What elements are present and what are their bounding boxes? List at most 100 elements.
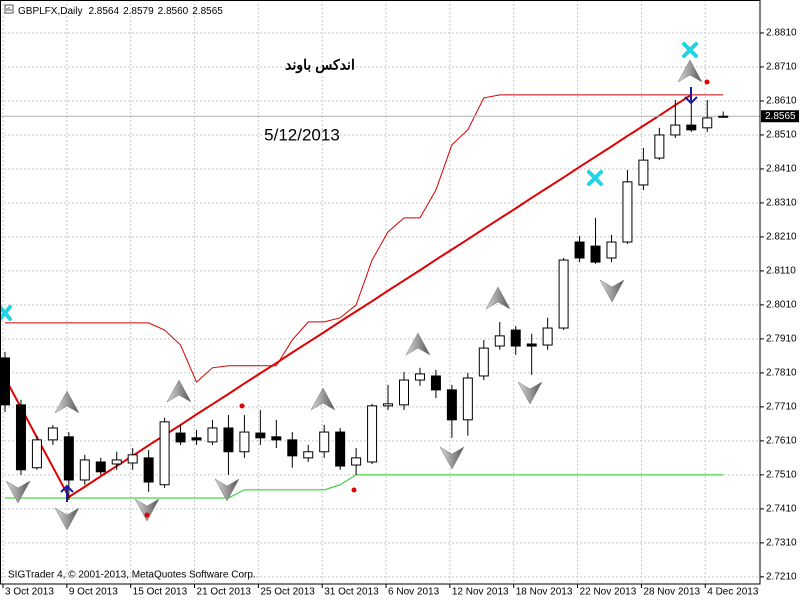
y-tick-label: 2.7710 bbox=[766, 402, 797, 413]
fractal-down bbox=[214, 478, 240, 502]
candle-body bbox=[399, 379, 409, 406]
y-tick-label: 2.8310 bbox=[766, 198, 797, 209]
candle-body bbox=[654, 134, 665, 159]
y-tick-label: 2.8710 bbox=[766, 62, 797, 73]
candle-body bbox=[638, 159, 649, 186]
y-tick-label: 2.7510 bbox=[766, 470, 797, 481]
candle-body bbox=[159, 421, 170, 486]
fractal-down-markers bbox=[5, 279, 625, 531]
red-dot bbox=[144, 512, 150, 518]
footer: SIGTrader 4, © 2001-2013, MetaQuotes Sof… bbox=[8, 570, 256, 581]
candle-body bbox=[446, 389, 457, 421]
x-tick-label: 9 Oct 2013 bbox=[69, 587, 118, 598]
fractal-down bbox=[517, 381, 543, 405]
x-tick-label: 3 Oct 2013 bbox=[5, 587, 54, 598]
y-tick-label: 2.7410 bbox=[766, 504, 797, 515]
candle-body bbox=[478, 347, 489, 377]
price-label: 2.8565 bbox=[765, 111, 796, 122]
candle-body bbox=[79, 459, 90, 481]
red-dots bbox=[144, 79, 710, 518]
candle-body bbox=[31, 439, 42, 469]
red-dot bbox=[239, 403, 245, 409]
y-tick-label: 2.7810 bbox=[766, 368, 797, 379]
candle-body bbox=[590, 245, 601, 263]
candle-body bbox=[319, 431, 330, 453]
candle-body bbox=[622, 181, 633, 243]
y-tick-label: 2.7610 bbox=[766, 436, 797, 447]
x-tick-label: 6 Nov 2013 bbox=[388, 587, 440, 598]
last-bar-value: 2.8565 bbox=[192, 6, 223, 17]
candle-body bbox=[287, 439, 298, 457]
candle-body bbox=[670, 124, 681, 136]
candle-body bbox=[143, 457, 154, 483]
candle-body bbox=[686, 124, 697, 131]
fractal-down bbox=[599, 279, 625, 303]
blue-arrows bbox=[60, 87, 698, 502]
fractal-down bbox=[439, 446, 465, 470]
y-tick-label: 2.7210 bbox=[766, 572, 797, 583]
fractal-up bbox=[310, 387, 336, 411]
x-tick-label: 22 Nov 2013 bbox=[580, 587, 637, 598]
indicator-line bbox=[5, 94, 724, 383]
y-tick-label: 2.8010 bbox=[766, 300, 797, 311]
price-label-box bbox=[761, 110, 799, 123]
x-tick-label: 31 Oct 2013 bbox=[324, 587, 379, 598]
arrow-down bbox=[684, 87, 698, 105]
fractal-up bbox=[166, 379, 192, 403]
last-bar-value: 2.8560 bbox=[158, 6, 189, 17]
y-tick-label: 2.7910 bbox=[766, 334, 797, 345]
candle-body bbox=[47, 427, 58, 441]
cyan-cross bbox=[587, 170, 603, 186]
candle-body bbox=[526, 343, 537, 347]
x-tick-label: 21 Oct 2013 bbox=[197, 587, 252, 598]
symbol: GBPLFX,Daily bbox=[18, 6, 82, 17]
y-tick-label: 2.8110 bbox=[766, 266, 796, 277]
candle-body bbox=[383, 403, 394, 407]
candle-body bbox=[702, 117, 713, 129]
candle-body bbox=[239, 431, 250, 453]
candle-body bbox=[367, 405, 378, 463]
red-dot bbox=[704, 79, 710, 85]
cyan-cross bbox=[682, 42, 698, 58]
candle-body bbox=[558, 259, 569, 329]
candle-body bbox=[255, 432, 266, 439]
candles bbox=[0, 92, 729, 501]
y-tick-label: 2.8210 bbox=[766, 232, 797, 243]
candle-body bbox=[0, 357, 10, 406]
x-tick-label: 28 Nov 2013 bbox=[643, 587, 700, 598]
fractal-up-markers bbox=[54, 59, 703, 414]
y-tick-label: 2.8510 bbox=[766, 130, 797, 141]
candle-body bbox=[223, 427, 234, 453]
y-tick-label: 2.8410 bbox=[766, 164, 797, 175]
y-tick-label: 2.8610 bbox=[766, 96, 797, 107]
last-bar-value: 2.8564 bbox=[88, 6, 119, 17]
candle-body bbox=[63, 436, 74, 481]
candle-body bbox=[111, 459, 122, 465]
candle-body bbox=[718, 115, 729, 118]
fractal-down bbox=[5, 480, 31, 504]
candle-body bbox=[15, 404, 26, 471]
signal-markers bbox=[0, 42, 710, 531]
candle-body bbox=[303, 451, 314, 459]
candle-body bbox=[542, 327, 553, 346]
candle-body bbox=[430, 375, 441, 391]
cyan-cross bbox=[0, 305, 12, 321]
candle-body bbox=[606, 241, 617, 259]
fractal-down bbox=[54, 507, 80, 531]
x-tick-label: 25 Oct 2013 bbox=[260, 587, 315, 598]
y-tick-label: 2.7310 bbox=[766, 538, 797, 549]
last-bar-value: 2.8579 bbox=[123, 6, 154, 17]
x-tick-label: 18 Nov 2013 bbox=[516, 587, 573, 598]
candle-body bbox=[494, 335, 505, 347]
cyan-markers bbox=[0, 42, 698, 321]
candle-body bbox=[271, 436, 282, 441]
fractal-up bbox=[485, 286, 511, 310]
fractal-down bbox=[134, 498, 160, 522]
fractal-up bbox=[405, 332, 431, 356]
candle-body bbox=[414, 373, 425, 381]
chart-header: GBPLFX,Daily 2.8564 2.8579 2.8560 2.8565 bbox=[18, 6, 223, 17]
candle-body bbox=[351, 457, 362, 466]
grid bbox=[0, 0, 760, 584]
